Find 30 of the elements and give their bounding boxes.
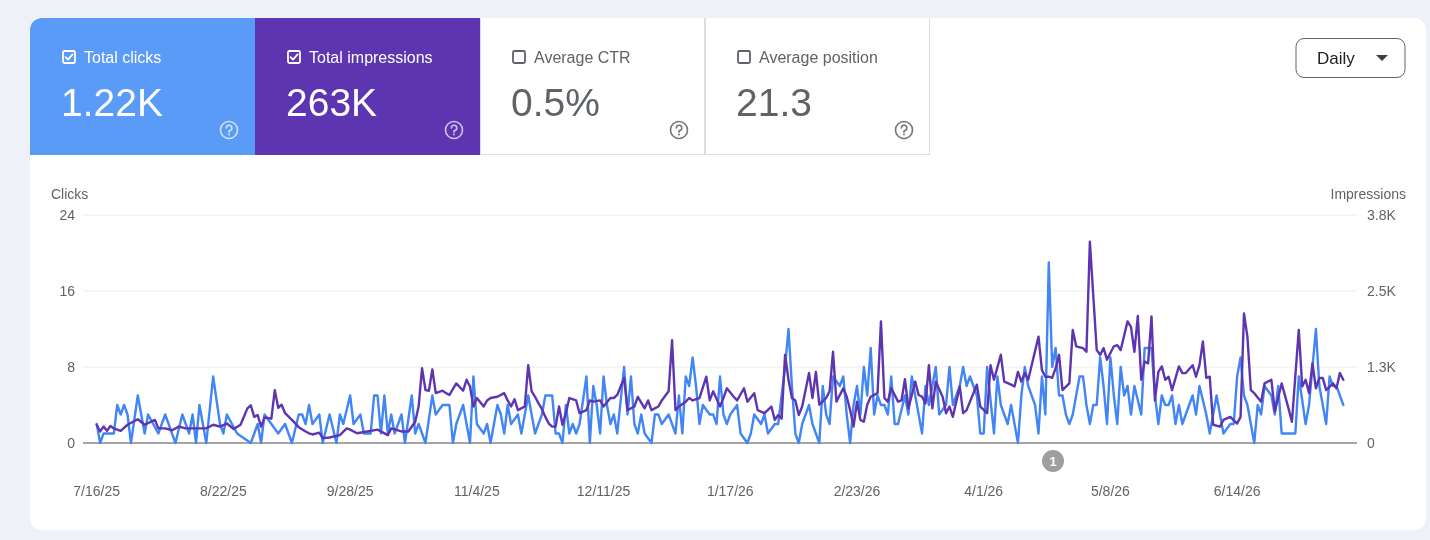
text: 0.5%	[511, 81, 600, 124]
x-tick-label: 5/8/26	[1090, 482, 1131, 499]
y-tick-label: 8	[67, 358, 76, 375]
text: Average CTR	[534, 48, 631, 66]
text: 1	[1049, 453, 1057, 469]
x-tick-label: 8/22/25	[200, 482, 247, 499]
x-tick-label: 9/28/25	[326, 482, 374, 499]
y-axis-title: Clicks	[51, 185, 89, 202]
x-tick-label: 2/23/26	[833, 482, 881, 499]
x-tick-label: 11/4/25	[454, 482, 500, 499]
y2-tick-label: 2.5K	[1367, 282, 1397, 299]
y2-tick-label: 0	[1367, 434, 1375, 451]
x-tick-label: 7/16/25	[73, 482, 121, 499]
y-tick-label: 16	[59, 282, 76, 299]
text: Total impressions	[309, 48, 433, 66]
x-tick-label: 4/1/26	[964, 482, 1004, 499]
text: 263K	[286, 81, 378, 124]
text: Total clicks	[84, 48, 162, 66]
y2-axis-title: Impressions	[1330, 185, 1406, 202]
y2-tick-label: 1.3K	[1367, 358, 1397, 375]
text: Daily	[1317, 48, 1356, 68]
y-tick-label: 24	[59, 206, 76, 223]
text: Average position	[759, 48, 878, 66]
text: 21.3	[736, 81, 812, 124]
x-tick-label: 1/17/26	[706, 482, 754, 499]
y2-tick-label: 3.8K	[1367, 206, 1397, 223]
text: 1.22K	[61, 81, 163, 124]
y-tick-label: 0	[67, 434, 76, 451]
x-tick-label: 6/14/26	[1213, 482, 1261, 499]
x-tick-label: 12/11/25	[576, 482, 631, 499]
